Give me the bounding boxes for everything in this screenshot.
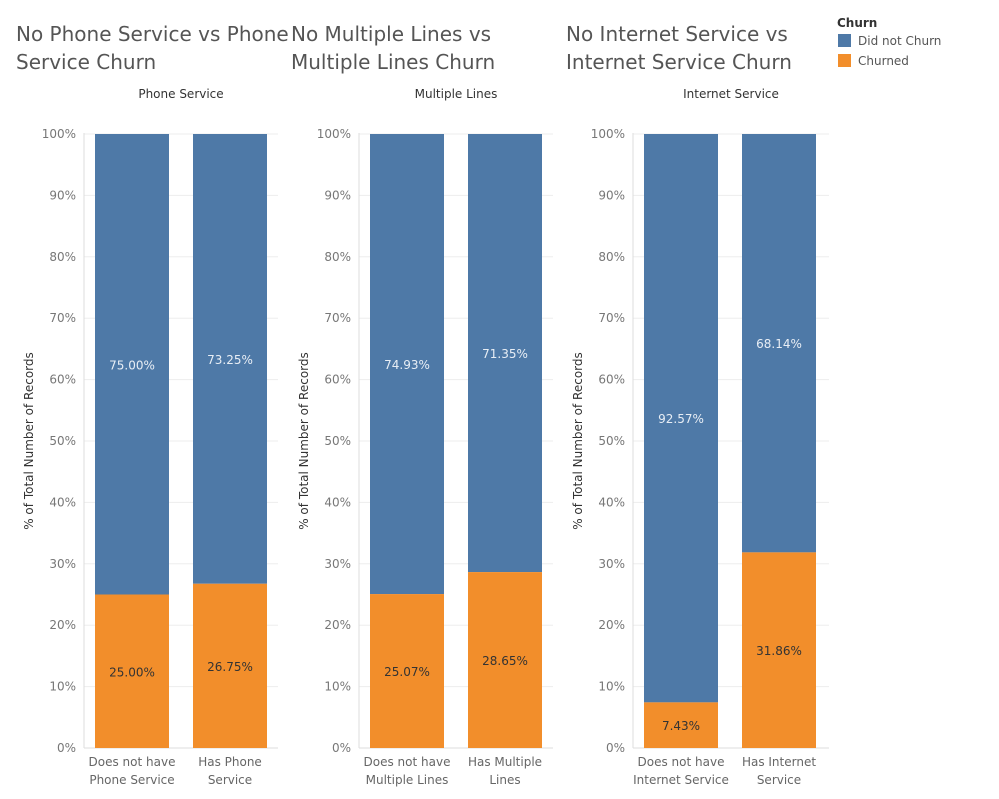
chart1-ytick-label: 0% xyxy=(57,741,76,755)
chart3-category-label: Internet Service xyxy=(633,773,729,787)
chart1-ytick-label: 30% xyxy=(49,557,76,571)
legend-label-churned: Churned xyxy=(858,54,909,68)
chart2-bar-churned xyxy=(468,572,542,748)
chart2-ytick-label: 40% xyxy=(324,495,351,509)
chart3-ytick-label: 80% xyxy=(598,250,625,264)
chart3-bar-did-not-churn xyxy=(742,134,816,553)
legend-swatch-did-not-churn xyxy=(838,34,851,47)
chart2-ytick-label: 20% xyxy=(324,618,351,632)
chart1-data-label-did-not-churn: 75.00% xyxy=(109,358,155,372)
chart2-category-label: Multiple Lines xyxy=(366,773,449,787)
chart1-bar-did-not-churn xyxy=(95,134,169,595)
chart1-ytick-label: 60% xyxy=(49,373,76,387)
chart1-ytick-label: 10% xyxy=(49,680,76,694)
chart1-category-label: Service xyxy=(208,773,252,787)
chart1-ytick-label: 70% xyxy=(49,311,76,325)
chart2-ytick-label: 50% xyxy=(324,434,351,448)
chart3-ytick-label: 50% xyxy=(598,434,625,448)
chart3-data-label-did-not-churn: 92.57% xyxy=(658,412,704,426)
legend-item-did-not-churn[interactable]: Did not Churn xyxy=(838,34,941,48)
chart3-data-label-churned: 7.43% xyxy=(662,719,700,733)
chart3-data-label-churned: 31.86% xyxy=(756,644,802,658)
chart3-ytick-label: 30% xyxy=(598,557,625,571)
chart3-ytick-label: 70% xyxy=(598,311,625,325)
legend-label-did-not-churn: Did not Churn xyxy=(858,34,942,48)
legend-item-churned[interactable]: Churned xyxy=(838,54,909,68)
chart2-data-label-churned: 28.65% xyxy=(482,654,528,668)
chart1-ytick-label: 20% xyxy=(49,618,76,632)
chart3-category-label: Has Internet xyxy=(742,755,816,769)
chart1-bar-churned xyxy=(95,594,169,748)
chart2-title-line: Multiple Lines Churn xyxy=(291,50,495,74)
chart2-bar-did-not-churn xyxy=(370,134,444,595)
chart1-title-line: No Phone Service vs Phone xyxy=(16,22,289,46)
chart2-ytick-label: 70% xyxy=(324,311,351,325)
chart3-title-line: Internet Service Churn xyxy=(566,50,792,74)
chart3-ytick-label: 40% xyxy=(598,495,625,509)
chart3-data-label-did-not-churn: 68.14% xyxy=(756,337,802,351)
chart3-category-label: Service xyxy=(757,773,801,787)
chart2-data-label-churned: 25.07% xyxy=(384,665,430,679)
chart2-ylabel: % of Total Number of Records xyxy=(297,352,311,530)
chart2-ytick-label: 90% xyxy=(324,188,351,202)
chart2-ytick-label: 10% xyxy=(324,680,351,694)
chart2-bar-churned xyxy=(370,594,444,748)
chart1-category-label: Phone Service xyxy=(89,773,174,787)
chart3-ytick-label: 90% xyxy=(598,188,625,202)
legend-swatch-churned xyxy=(838,54,851,67)
chart2-category-label: Has Multiple xyxy=(468,755,542,769)
chart2-header: Multiple Lines xyxy=(415,87,498,101)
chart2-ytick-label: 60% xyxy=(324,373,351,387)
chart3-ytick-label: 60% xyxy=(598,373,625,387)
chart2-bar-did-not-churn xyxy=(468,134,542,573)
chart1-bar-churned xyxy=(193,583,267,748)
chart1-data-label-did-not-churn: 73.25% xyxy=(207,353,253,367)
chart3-header: Internet Service xyxy=(683,87,779,101)
chart2-title-line: No Multiple Lines vs xyxy=(291,22,491,46)
chart1-bar-did-not-churn xyxy=(193,134,267,584)
chart2-ytick-label: 0% xyxy=(332,741,351,755)
chart3-category-label: Does not have xyxy=(638,755,725,769)
chart1-data-label-churned: 26.75% xyxy=(207,660,253,674)
chart1-ytick-label: 80% xyxy=(49,250,76,264)
chart3-ytick-label: 0% xyxy=(606,741,625,755)
chart3-ytick-label: 20% xyxy=(598,618,625,632)
chart2-ytick-label: 100% xyxy=(317,127,351,141)
chart1-ytick-label: 40% xyxy=(49,495,76,509)
chart3-ylabel: % of Total Number of Records xyxy=(571,352,585,530)
chart3-bar-did-not-churn xyxy=(644,134,718,703)
chart2-ytick-label: 80% xyxy=(324,250,351,264)
chart2-category-label: Lines xyxy=(489,773,520,787)
chart2-category-label: Does not have xyxy=(364,755,451,769)
chart1-category-label: Has Phone xyxy=(198,755,262,769)
chart2-ytick-label: 30% xyxy=(324,557,351,571)
chart3-title-line: No Internet Service vs xyxy=(566,22,788,46)
chart1-ylabel: % of Total Number of Records xyxy=(22,352,36,530)
chart1-data-label-churned: 25.00% xyxy=(109,665,155,679)
chart3-ytick-label: 100% xyxy=(591,127,625,141)
chart3-bar-churned xyxy=(742,552,816,748)
legend-title: Churn xyxy=(837,16,878,30)
chart1-title-line: Service Churn xyxy=(16,50,156,74)
chart2-data-label-did-not-churn: 74.93% xyxy=(384,358,430,372)
chart1-ytick-label: 50% xyxy=(49,434,76,448)
chart1-category-label: Does not have xyxy=(89,755,176,769)
chart1-ytick-label: 90% xyxy=(49,188,76,202)
chart1-ytick-label: 100% xyxy=(42,127,76,141)
chart3-ytick-label: 10% xyxy=(598,680,625,694)
chart1-header: Phone Service xyxy=(138,87,223,101)
chart2-data-label-did-not-churn: 71.35% xyxy=(482,347,528,361)
chart3-bar-churned xyxy=(644,702,718,748)
